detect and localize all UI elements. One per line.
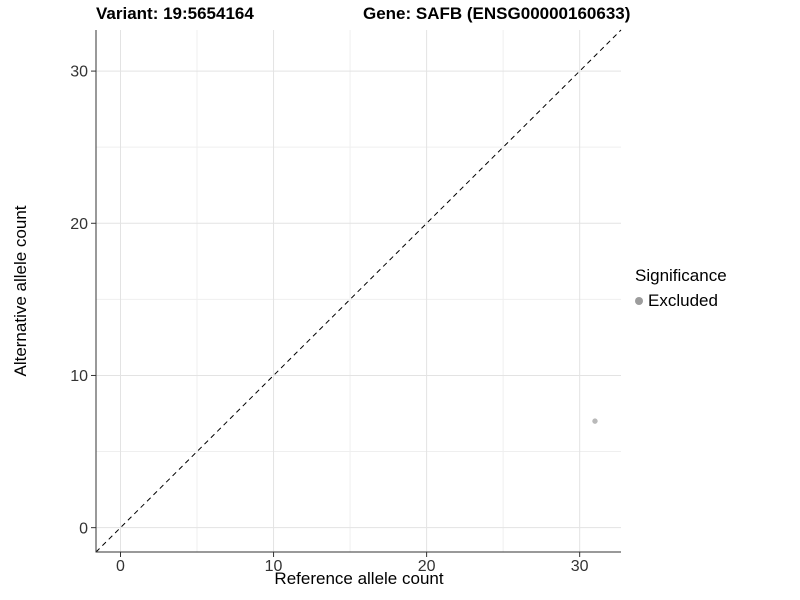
y-tick-label: 20 bbox=[70, 216, 88, 233]
x-tick-label: 0 bbox=[116, 558, 125, 575]
legend: Significance Excluded bbox=[635, 266, 727, 311]
legend-title: Significance bbox=[635, 266, 727, 285]
x-tick-label: 30 bbox=[571, 558, 589, 575]
x-tick-label: 20 bbox=[418, 558, 436, 575]
legend-item-label: Excluded bbox=[648, 291, 718, 310]
x-tick-label: 10 bbox=[265, 558, 283, 575]
legend-point-icon bbox=[635, 297, 643, 305]
y-tick-label: 10 bbox=[70, 368, 88, 385]
y-axis-title: Alternative allele count bbox=[11, 205, 30, 377]
data-point bbox=[592, 418, 598, 424]
variant-title: Variant: 19:5654164 bbox=[96, 4, 254, 23]
y-tick-label: 0 bbox=[79, 520, 88, 537]
identity-dashed-line bbox=[95, 29, 622, 553]
gene-title: Gene: SAFB (ENSG00000160633) bbox=[363, 4, 631, 23]
legend-item-excluded: Excluded bbox=[635, 291, 727, 311]
x-axis-title: Reference allele count bbox=[274, 569, 444, 588]
y-tick-label: 30 bbox=[70, 64, 88, 81]
